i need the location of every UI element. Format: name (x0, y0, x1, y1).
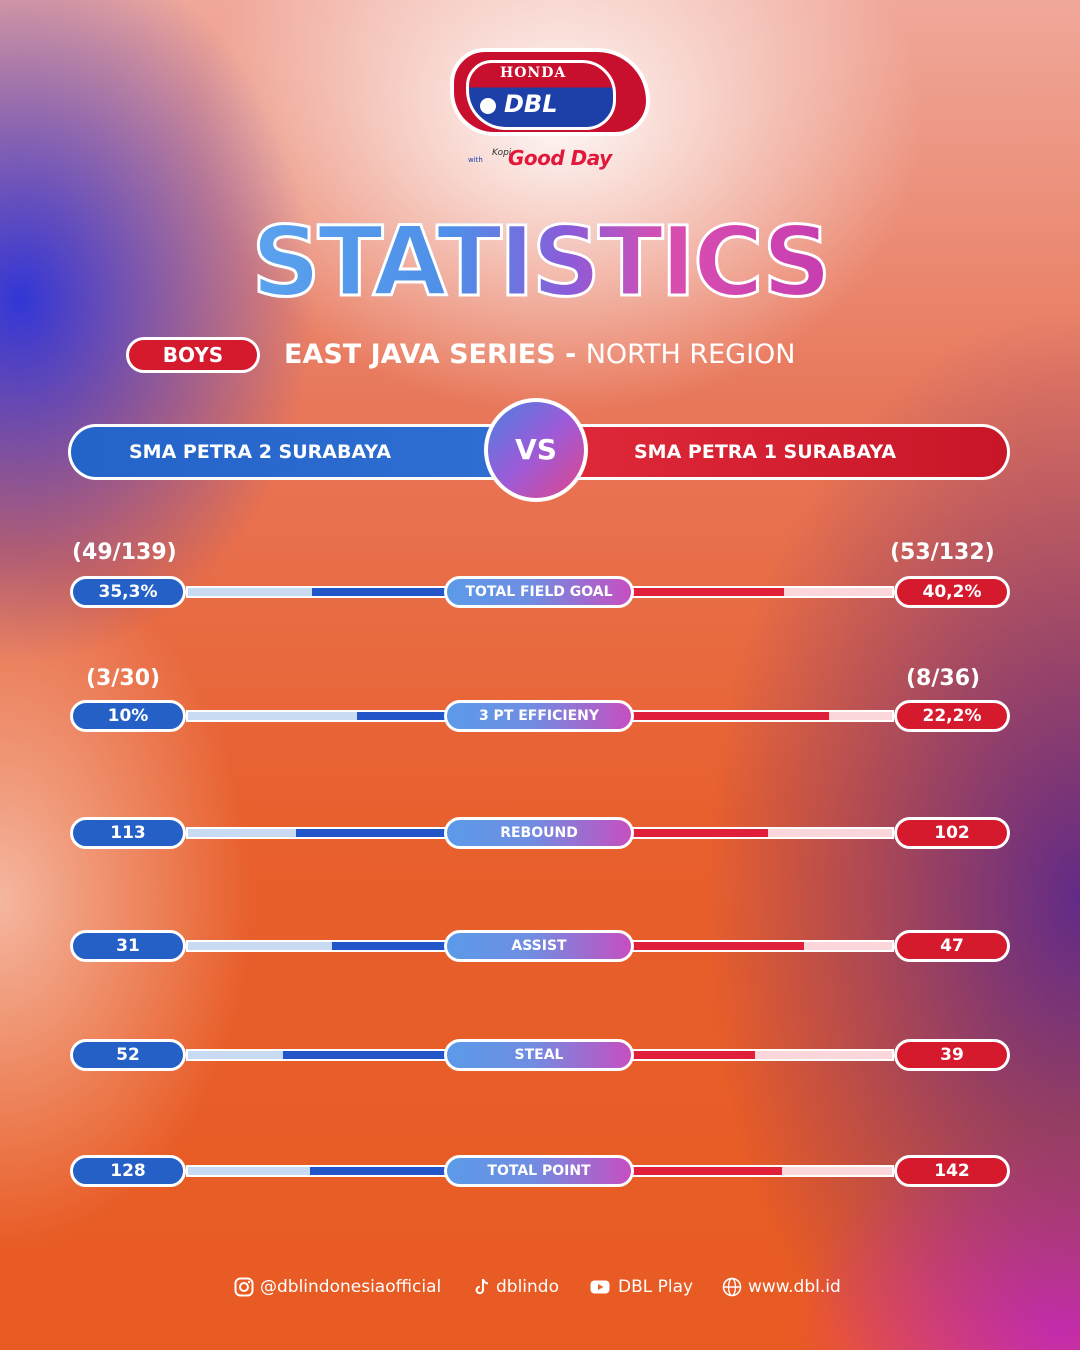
stat-right-bar-fill (632, 588, 784, 596)
stat-left-bar-track (186, 940, 446, 952)
stat-label: ASSIST (444, 930, 634, 962)
footer: @dblindonesiaofficial dblindo DBL Play w… (0, 1274, 1080, 1302)
stat-left-fraction: (49/139) (72, 540, 177, 565)
stat-right-value: 22,2% (894, 700, 1010, 732)
stat-left-bar-track (186, 827, 446, 839)
stat-right-bar-track (632, 710, 894, 722)
logo-kopi-text: Kopi (492, 148, 512, 158)
basketball-icon (478, 96, 498, 116)
stat-right-bar-fill (632, 829, 768, 837)
footer-instagram[interactable]: @dblindonesiaofficial (260, 1277, 442, 1297)
series-separator: - (555, 339, 586, 370)
stat-right-bar-track (632, 827, 894, 839)
stat-right-bar-fill (632, 1051, 755, 1059)
stat-right-value: 142 (894, 1155, 1010, 1187)
stat-right-fraction: (8/36) (906, 666, 981, 691)
vs-badge: VS (484, 398, 588, 502)
stat-right-bar-fill (632, 1167, 782, 1175)
stat-left-bar-fill (332, 942, 446, 950)
globe-icon (722, 1277, 742, 1297)
stat-right-value: 39 (894, 1039, 1010, 1071)
stat-left-value: 113 (70, 817, 186, 849)
instagram-icon (234, 1277, 254, 1297)
stat-left-bar-track (186, 1165, 446, 1177)
stat-right-value: 40,2% (894, 576, 1010, 608)
logo-dbl-text: DBL (504, 90, 558, 118)
team-left-banner: SMA PETRA 2 SURABAYA (68, 424, 540, 480)
stat-left-value: 52 (70, 1039, 186, 1071)
team-right-banner: SMA PETRA 1 SURABAYA (540, 424, 1010, 480)
stat-right-bar-fill (632, 942, 804, 950)
page-title-text: STATISTICS (250, 206, 833, 318)
stat-right-fraction: (53/132) (890, 540, 995, 565)
footer-youtube[interactable]: DBL Play (618, 1277, 694, 1297)
stat-label: REBOUND (444, 817, 634, 849)
logo-with-text: with (468, 156, 483, 164)
footer-website[interactable]: www.dbl.id (748, 1277, 841, 1297)
stat-label: STEAL (444, 1039, 634, 1071)
stat-right-bar-track (632, 1049, 894, 1061)
stat-left-value: 10% (70, 700, 186, 732)
stat-left-bar-fill (310, 1167, 446, 1175)
stat-left-bar-track (186, 586, 446, 598)
stat-left-value: 31 (70, 930, 186, 962)
category-badge: BOYS (126, 337, 260, 373)
stat-right-bar-track (632, 940, 894, 952)
page-title: STATISTICS (0, 211, 1080, 314)
stat-left-bar-fill (357, 712, 446, 720)
stat-label: 3 PT EFFICIENY (444, 700, 634, 732)
stat-right-bar-track (632, 586, 894, 598)
series-heading: EAST JAVA SERIES - NORTH REGION (284, 336, 795, 374)
youtube-icon (590, 1280, 610, 1294)
stat-left-bar-fill (283, 1051, 446, 1059)
stat-label: TOTAL FIELD GOAL (444, 576, 634, 608)
stat-right-bar-fill (632, 712, 829, 720)
logo-goodday-text: Good Day (508, 146, 612, 170)
stat-right-value: 47 (894, 930, 1010, 962)
stat-left-bar-track (186, 710, 446, 722)
series-region: NORTH REGION (585, 339, 796, 370)
logo-inner-shield (466, 60, 616, 130)
honda-dbl-logo: HONDA DBL with Kopi Good Day (440, 48, 660, 182)
stat-right-value: 102 (894, 817, 1010, 849)
tiktok-icon (475, 1278, 489, 1295)
stat-left-value: 35,3% (70, 576, 186, 608)
footer-tiktok[interactable]: dblindo (496, 1277, 559, 1297)
logo-honda-text: HONDA (500, 65, 567, 81)
stat-left-fraction: (3/30) (86, 666, 161, 691)
stat-left-bar-track (186, 1049, 446, 1061)
stat-left-bar-fill (296, 829, 446, 837)
stat-left-value: 128 (70, 1155, 186, 1187)
stat-label: TOTAL POINT (444, 1155, 634, 1187)
stat-left-bar-fill (312, 588, 446, 596)
series-name: EAST JAVA SERIES (284, 339, 556, 370)
stat-right-bar-track (632, 1165, 894, 1177)
